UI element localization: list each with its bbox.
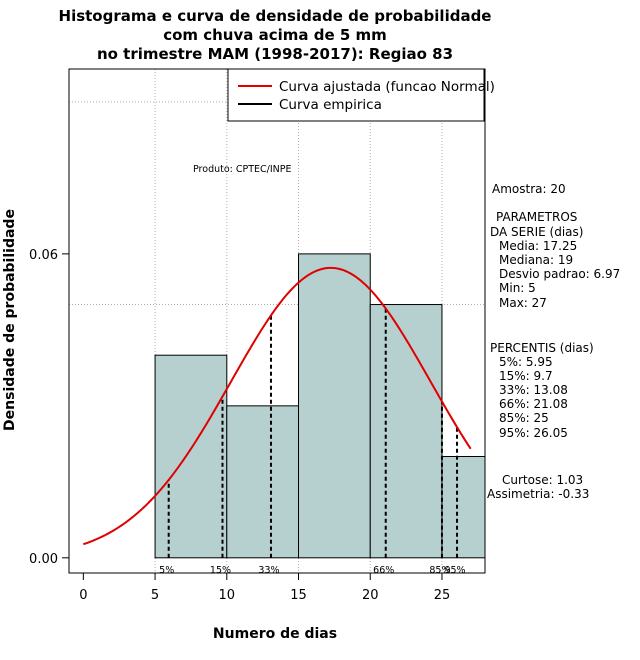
p85-text: 85%: 25 xyxy=(499,411,549,425)
percentile-label-0: 5% xyxy=(159,565,174,576)
p66-text: 66%: 21.08 xyxy=(499,397,568,411)
chart-title-line-3: no trimestre MAM (1998-2017): Regiao 83 xyxy=(97,45,453,63)
fitted-curve xyxy=(83,266,472,546)
param-title-2: DA SERIE (dias) xyxy=(490,225,583,239)
x-axis: 0 5 10 15 20 25 xyxy=(79,573,450,603)
p5-text: 5%: 5.95 xyxy=(499,355,553,369)
p95-text: 95%: 26.05 xyxy=(499,426,568,440)
percentile-label-5: 95% xyxy=(444,565,465,576)
y-axis: 0.00 0.06 xyxy=(29,248,69,567)
chart-title-line-1: Histograma e curva de densidade de proba… xyxy=(59,7,492,25)
curtose-text: Curtose: 1.03 xyxy=(502,473,583,487)
y-tick-label-1: 0.06 xyxy=(29,248,58,263)
histogram-bar-1 xyxy=(226,405,300,559)
x-tick-label-3: 15 xyxy=(290,588,307,603)
y-tick-label-0: 0.00 xyxy=(29,552,58,567)
produto-label: Produto: CPTEC/INPE xyxy=(193,164,292,175)
media-text: Media: 17.25 xyxy=(499,239,577,253)
x-tick-label-5: 25 xyxy=(434,588,451,603)
amostra-text: Amostra: 20 xyxy=(492,182,566,196)
histogram-bar-3 xyxy=(369,304,443,559)
x-tick-label-4: 20 xyxy=(362,588,379,603)
percentile-label-1: 15% xyxy=(210,565,231,576)
legend-box xyxy=(227,68,485,122)
assimetria-text: Assimetria: -0.33 xyxy=(487,487,589,501)
mediana-text: Mediana: 19 xyxy=(499,253,573,267)
p15-text: 15%: 9.7 xyxy=(499,369,553,383)
legend: Curva ajustada (funcao Normal) Curva emp… xyxy=(227,68,495,122)
fitted-curve-path xyxy=(83,266,472,546)
desvio-text: Desvio padrao: 6.97 xyxy=(499,267,620,281)
legend-label-fitted: Curva ajustada (funcao Normal) xyxy=(279,79,495,95)
histogram-bar-0 xyxy=(154,354,228,559)
max-text: Max: 27 xyxy=(499,296,547,310)
x-tick-label-0: 0 xyxy=(79,588,87,603)
percentile-lines xyxy=(167,308,459,558)
x-tick-label-2: 10 xyxy=(219,588,236,603)
x-tick-label-1: 5 xyxy=(151,588,159,603)
min-text: Min: 5 xyxy=(499,281,536,295)
legend-label-empirical: Curva empirica xyxy=(279,97,382,113)
histogram-bars xyxy=(154,253,486,559)
chart-title-line-2: com chuva acima de 5 mm xyxy=(163,26,387,44)
percentile-label-4: 85% xyxy=(429,565,450,576)
x-axis-label: Numero de dias xyxy=(213,626,337,642)
p33-text: 33%: 13.08 xyxy=(499,383,568,397)
percentile-labels: 5% 15% 33% 66% 85%95% xyxy=(159,565,465,576)
stats-panel: Amostra: 20 PARAMETROS DA SERIE (dias) M… xyxy=(487,182,620,501)
y-axis-label: Densidade de probabilidade xyxy=(2,209,18,431)
param-title-1: PARAMETROS xyxy=(496,210,577,224)
histogram-bar-4 xyxy=(441,455,486,559)
percentile-label-2: 33% xyxy=(258,565,279,576)
percentis-title: PERCENTIS (dias) xyxy=(490,341,594,355)
percentile-label-3: 66% xyxy=(373,565,394,576)
histogram-bar-2 xyxy=(298,253,371,559)
